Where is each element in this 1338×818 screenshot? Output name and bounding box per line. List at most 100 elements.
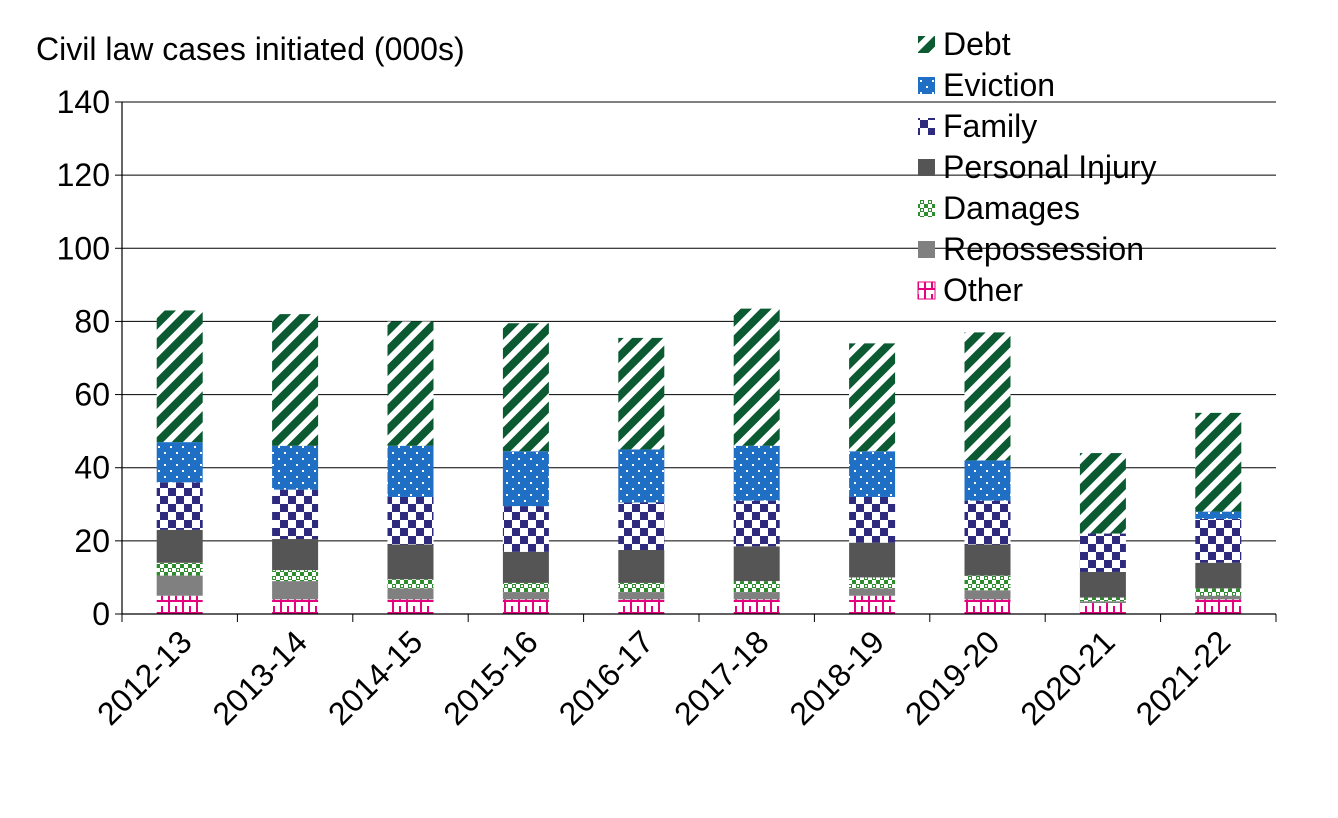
bar-segment-damages [387,579,434,589]
bar-segment-other [272,599,319,614]
bar-segment-personal-injury [1195,562,1242,589]
bar-segment-family [387,496,434,545]
legend-swatch [918,159,935,176]
bar-segment-debt [502,323,549,452]
bar-segment-personal-injury [964,544,1011,576]
y-tick-label: 60 [74,377,110,413]
x-axis-ticks: 2012-13 2013-14 2014-15 2015-16 2016-17 2017-… [90,614,1277,732]
x-tick-label: 2021-22 [1129,623,1237,731]
y-axis-ticks: 0 20 40 60 80 100 120 140 [57,84,122,632]
bar-segment-personal-injury [387,544,434,580]
bar-segment-other [733,599,780,614]
legend-label: Personal Injury [943,149,1156,185]
bar-segment-debt [849,343,896,452]
y-tick-label: 20 [74,523,110,559]
y-tick-label: 140 [57,84,110,120]
bar-segment-damages [272,570,319,582]
bar-segment-repossession [502,592,549,600]
bar-segment-damages [733,581,780,593]
bar-segment-personal-injury [502,551,549,583]
chart-title: Civil law cases initiated (000s) [36,31,465,67]
bar-segment-debt [387,321,434,446]
bar-segment-eviction [272,445,319,490]
bar-segment-damages [1195,588,1242,596]
bar-segment-damages [156,562,203,576]
bar-segment-repossession [272,581,319,600]
bars [156,308,1242,614]
bar-segment-other [156,595,203,614]
bar-segment-other [618,599,665,614]
bar-segment-damages [1079,597,1126,602]
legend-label: Eviction [943,67,1055,103]
bar-segment-repossession [618,592,665,600]
legend-label: Other [943,272,1023,308]
legend-swatch [918,77,935,94]
x-tick-label: 2014-15 [321,623,429,731]
legend-swatch [918,118,935,135]
bar-segment-eviction [502,451,549,507]
bar-segment-repossession [156,575,203,596]
x-tick-label: 2016-17 [552,623,660,731]
bar-segment-family [1195,518,1242,563]
bar-segment-debt [156,310,203,443]
legend-label: Damages [943,190,1080,226]
bar-segment-damages [964,575,1011,591]
x-tick-label: 2015-16 [436,623,544,731]
bar-segment-repossession [1195,595,1242,600]
x-tick-label: 2017-18 [667,623,775,731]
y-tick-label: 120 [57,157,110,193]
bar-segment-eviction [849,451,896,497]
bar-segment-other [502,599,549,614]
bar-segment-damages [502,582,549,593]
bar-segment-other [849,595,896,614]
y-tick-label: 80 [74,303,110,339]
y-tick-label: 0 [92,596,110,632]
bar-segment-debt [1195,412,1242,512]
legend: Debt Eviction Family Personal Injury Damages… [917,26,1156,308]
bar-segment-eviction [387,445,434,497]
legend-label: Repossession [943,231,1144,267]
bar-segment-repossession [849,588,896,596]
bar-segment-family [733,500,780,547]
bar-segment-family [849,496,896,543]
bar-segment-eviction [1195,511,1242,519]
bar-segment-repossession [964,590,1011,600]
bar-segment-repossession [1079,601,1126,604]
bar-segment-family [502,506,549,552]
legend-swatch [917,281,936,300]
bar-segment-damages [618,582,665,593]
x-tick-label: 2012-13 [90,623,198,731]
bar-segment-eviction [733,445,780,501]
bar-segment-eviction [618,449,665,503]
bar-segment-family [272,489,319,540]
bar-segment-other [1079,603,1126,614]
bar-segment-other [964,599,1011,614]
bar-segment-repossession [733,592,780,600]
y-tick-label: 100 [57,230,110,266]
bar-segment-family [618,502,665,550]
bar-segment-other [1195,599,1242,614]
bar-segment-personal-injury [733,546,780,582]
bar-segment-damages [849,577,896,589]
bar-segment-repossession [387,588,434,600]
x-tick-label: 2019-20 [898,623,1006,731]
bar-segment-personal-injury [1079,571,1126,598]
legend-swatch [918,36,935,53]
bar-segment-personal-injury [272,539,319,571]
bar-segment-family [964,500,1011,545]
bar-segment-personal-injury [618,550,665,583]
legend-swatch [918,200,935,217]
bar-segment-debt [1079,453,1126,534]
bar-segment-other [387,599,434,614]
bar-segment-eviction [156,442,203,483]
bar-segment-personal-injury [849,542,896,578]
y-tick-label: 40 [74,450,110,486]
bar-segment-debt [733,308,780,446]
bar-segment-debt [272,314,319,446]
legend-label: Debt [943,26,1011,62]
x-tick-label: 2018-19 [783,623,891,731]
bar-segment-family [156,482,203,530]
legend-label: Family [943,108,1037,144]
bar-segment-eviction [964,460,1011,501]
